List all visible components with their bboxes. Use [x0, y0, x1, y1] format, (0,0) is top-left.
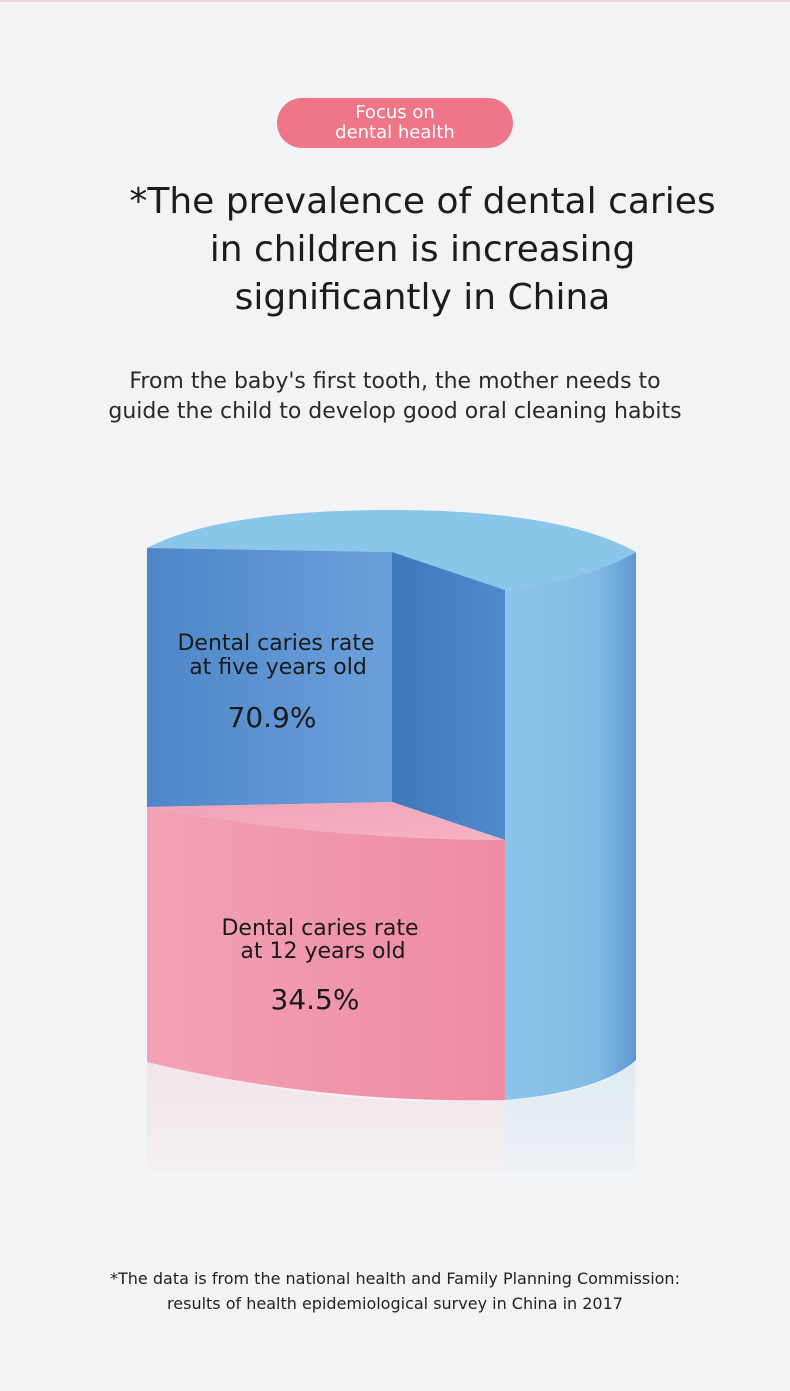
title-line-2: in children is increasing: [209, 229, 636, 270]
source-footnote: *The data is from the national health an…: [40, 1266, 750, 1316]
topic-badge: Focus on dental health: [277, 98, 513, 148]
blue-segment-front: [147, 548, 392, 807]
top-divider: [0, 0, 790, 2]
subtitle-line-1: From the baby's first tooth, the mother …: [129, 369, 661, 394]
blue-segment-inner: [392, 552, 505, 840]
label-five-years-line-1: Dental caries rate: [177, 631, 374, 656]
page-title: *The prevalence of dental caries in chil…: [95, 178, 750, 322]
cylinder-top: [147, 510, 636, 590]
label-twelve-years-line-2: at 12 years old: [240, 939, 405, 964]
pink-segment-top: [147, 802, 505, 840]
title-line-3: significantly in China: [234, 277, 611, 318]
footnote-line-1: *The data is from the national health an…: [110, 1269, 680, 1288]
value-twelve-years: 34.5%: [271, 983, 360, 1016]
badge-line-1: Focus on: [355, 102, 435, 123]
pink-segment-front: [147, 807, 505, 1101]
value-five-years: 70.9%: [228, 701, 317, 734]
cylinder-side: [505, 552, 636, 1100]
footnote-line-2: results of health epidemiological survey…: [167, 1294, 623, 1313]
subtitle-line-2: guide the child to develop good oral cle…: [108, 399, 682, 424]
badge-line-2: dental health: [335, 122, 455, 143]
subtitle: From the baby's first tooth, the mother …: [60, 367, 730, 427]
title-line-1: *The prevalence of dental caries: [129, 181, 716, 222]
label-twelve-years-line-1: Dental caries rate: [221, 916, 418, 941]
label-five-years-line-2: at five years old: [189, 655, 367, 680]
caries-cylinder-chart: Dental caries rate at five years old 70.…: [130, 510, 650, 1225]
